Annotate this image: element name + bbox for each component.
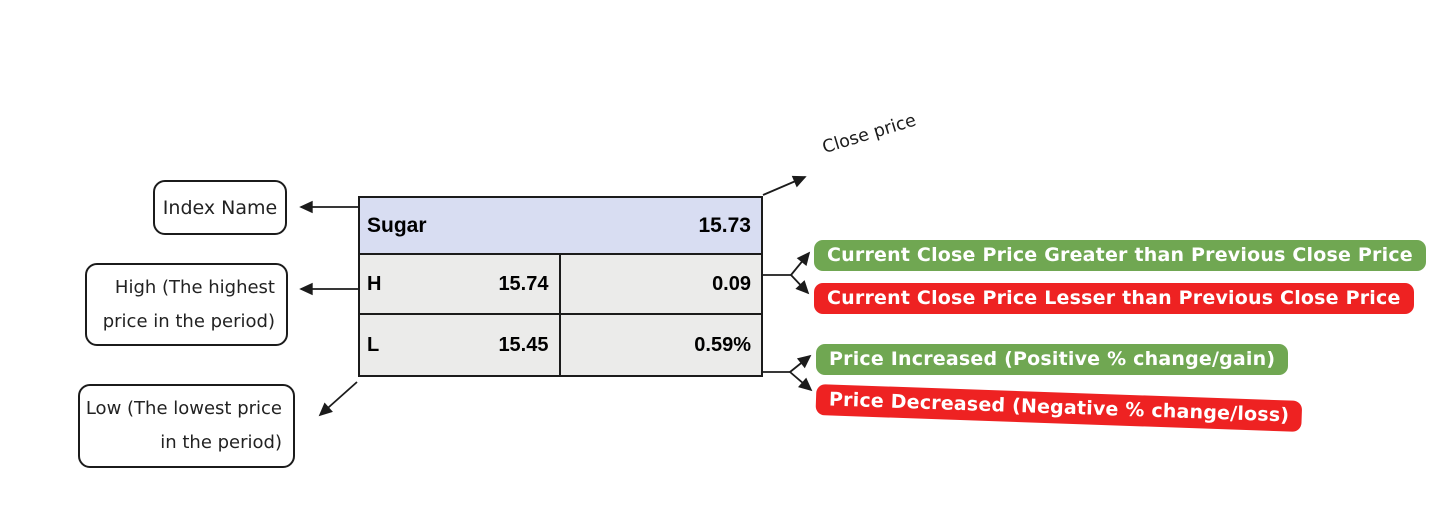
price-table-header: Sugar 15.73 [360,198,761,255]
high-value: 15.74 [498,272,549,295]
price-table: Sugar 15.73 H 15.74 0.09 L 15.45 0.59% [358,196,763,377]
callout-index-name-label: Index Name [162,196,278,219]
index-name-value: Sugar [367,213,427,237]
low-label: L [367,333,380,356]
table-row-low: L 15.45 0.59% [360,315,761,375]
low-cell: L 15.45 [360,315,561,375]
high-label: H [367,272,382,295]
close-price-value: 15.73 [698,213,751,237]
callout-low-line1: Low (The lowest price [85,398,282,419]
badge-close-greater: Current Close Price Greater than Previou… [814,240,1426,271]
table-row-high: H 15.74 0.09 [360,255,761,315]
fork-percent-down [789,371,813,392]
badge-close-lesser: Current Close Price Lesser than Previous… [814,283,1414,314]
fork-percent-up [789,354,812,373]
percent-cell: 0.59% [561,315,762,375]
callout-high: High (The highest price in the period) [85,263,288,346]
callout-low-line2: in the period) [160,432,282,453]
callout-high-line1: High (The highest [114,276,275,298]
fork-change-down [790,274,810,295]
low-value: 15.45 [498,333,549,356]
callout-low: Low (The lowest price in the period) [78,384,295,468]
badge-price-increased: Price Increased (Positive % change/gain) [816,344,1289,375]
fork-change-up [790,251,811,276]
change-value: 0.09 [712,272,751,295]
percent-change-value: 0.59% [694,333,751,356]
callout-index-name: Index Name [153,180,287,235]
arrow-low [318,381,358,417]
callout-high-line2: price in the period) [102,310,275,332]
high-cell: H 15.74 [360,255,561,313]
change-cell: 0.09 [561,255,762,313]
arrow-close-price [762,175,807,196]
